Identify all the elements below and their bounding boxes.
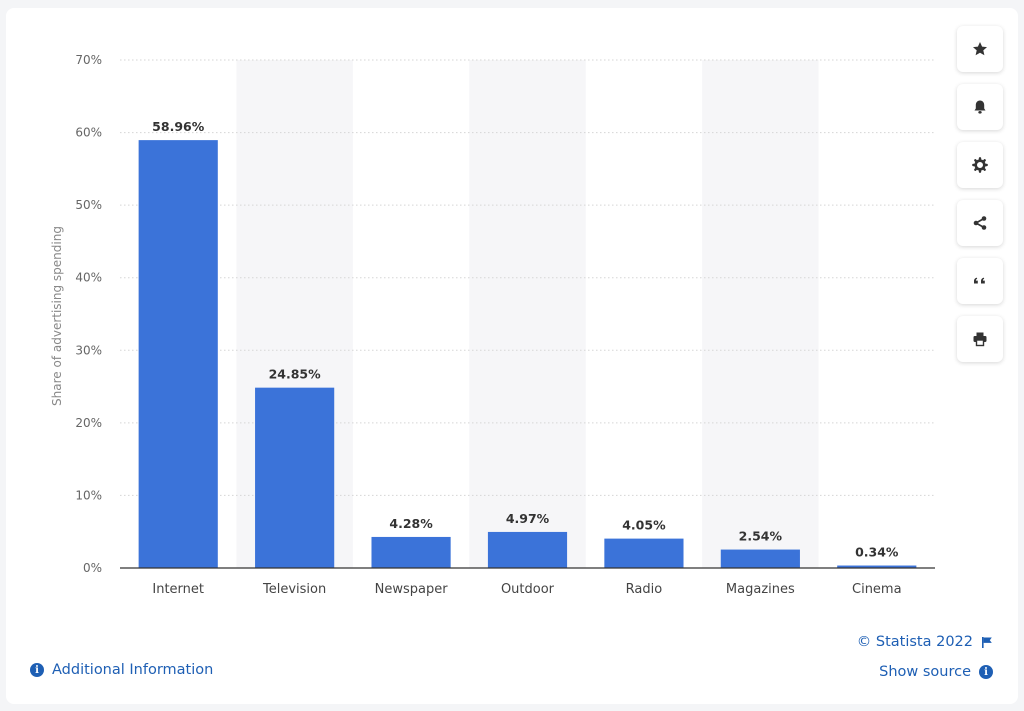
show-source-link[interactable]: Show source i	[879, 664, 993, 680]
bar-chart: 0% 10% 20% 30% 40% 50% 60% 70% 58.96% Internet 24.…	[50, 53, 935, 597]
data-label: 4.05%	[622, 518, 666, 533]
bar-cinema[interactable]	[837, 565, 917, 568]
y-tick-label: 20%	[75, 416, 102, 430]
chart-toolbar	[957, 26, 1003, 374]
category-band	[469, 60, 586, 568]
settings-button[interactable]	[957, 142, 1003, 188]
bar-outdoor[interactable]	[487, 531, 568, 568]
data-label: 0.34%	[855, 545, 899, 560]
share-button[interactable]	[957, 200, 1003, 246]
x-tick-label: Internet	[152, 582, 204, 597]
y-tick-label: 0%	[83, 561, 102, 575]
quote-icon	[974, 277, 985, 284]
y-tick-label: 10%	[75, 488, 102, 502]
data-label: 4.97%	[506, 511, 550, 526]
data-label: 2.54%	[739, 529, 783, 544]
print-button[interactable]	[957, 316, 1003, 362]
bar-television[interactable]	[255, 387, 335, 568]
data-label: 24.85%	[269, 367, 322, 382]
bell-icon	[974, 100, 986, 114]
cite-button[interactable]	[957, 258, 1003, 304]
flag-icon	[982, 637, 992, 648]
x-tick-label: Radio	[626, 582, 663, 597]
x-tick-label: Outdoor	[501, 582, 555, 597]
bar-internet[interactable]	[138, 140, 218, 569]
bar-magazines[interactable]	[720, 549, 800, 568]
info-icon: i	[979, 665, 993, 679]
x-tick-label: Newspaper	[375, 582, 449, 597]
y-tick-label: 40%	[75, 271, 102, 285]
data-label: 4.28%	[389, 516, 433, 531]
star-icon	[973, 42, 987, 56]
statista-copyright-link[interactable]: © Statista 2022	[857, 634, 993, 650]
share-icon	[973, 216, 987, 230]
y-tick-label: 70%	[75, 53, 102, 67]
info-icon: i	[30, 663, 44, 677]
additional-information-label: Additional Information	[52, 662, 214, 678]
data-label: 58.96%	[152, 119, 205, 134]
copyright-label: © Statista 2022	[856, 634, 973, 650]
category-band	[702, 60, 819, 568]
notification-button[interactable]	[957, 84, 1003, 130]
bar-newspaper[interactable]	[371, 536, 451, 568]
y-tick-label: 60%	[75, 126, 102, 140]
printer-icon	[973, 332, 987, 347]
favorite-button[interactable]	[957, 26, 1003, 72]
y-axis-title: Share of advertising spending	[50, 226, 64, 406]
additional-information-link[interactable]: i Additional Information	[30, 662, 213, 678]
y-tick-label: 30%	[75, 343, 102, 357]
bar-radio[interactable]	[604, 538, 684, 568]
show-source-label: Show source	[879, 664, 971, 680]
y-tick-label: 50%	[75, 198, 102, 212]
x-tick-label: Television	[262, 582, 326, 597]
x-tick-label: Magazines	[726, 582, 795, 597]
x-tick-label: Cinema	[852, 582, 902, 597]
gear-icon	[972, 157, 988, 173]
